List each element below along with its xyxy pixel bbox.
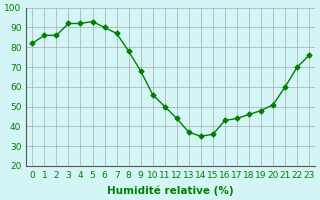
X-axis label: Humidité relative (%): Humidité relative (%) <box>108 185 234 196</box>
